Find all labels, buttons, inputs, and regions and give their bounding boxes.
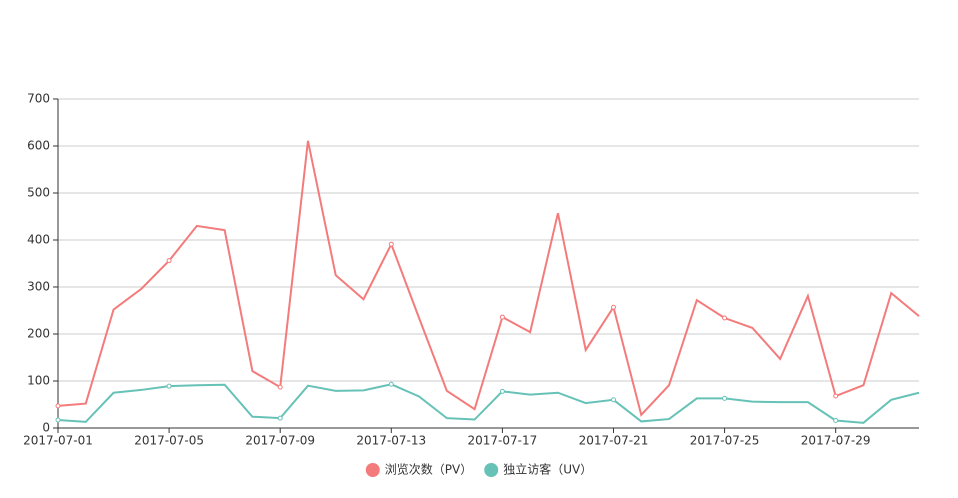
point (277, 415, 283, 421)
point (388, 381, 394, 387)
y-tick-label: 100 (27, 374, 50, 388)
legend-label: 浏览次数（PV） (385, 462, 472, 477)
y-tick-label: 500 (27, 186, 50, 200)
point (722, 315, 728, 321)
y-tick-label: 300 (27, 280, 50, 294)
x-tick-label: 2017-07-21 (579, 434, 649, 448)
y-tick-label: 600 (27, 139, 50, 153)
x-tick-label: 2017-07-09 (245, 434, 315, 448)
x-tick-label: 2017-07-25 (690, 434, 760, 448)
x-tick-label: 2017-07-13 (356, 434, 426, 448)
point (55, 417, 61, 423)
point (388, 241, 394, 247)
legend-marker (365, 463, 380, 477)
series-line (57, 383, 920, 424)
legend-item[interactable]: 浏览次数（PV） (365, 462, 472, 478)
series-line (57, 140, 920, 417)
legend-marker (484, 463, 499, 477)
point (55, 403, 61, 409)
y-tick-label: 400 (27, 233, 50, 247)
point (610, 397, 616, 403)
point (277, 384, 283, 390)
point (166, 383, 172, 389)
point (610, 304, 616, 310)
point (499, 388, 505, 394)
point (499, 314, 505, 320)
point (833, 417, 839, 423)
point (722, 395, 728, 401)
y-tick-label: 200 (27, 327, 50, 341)
x-tick-label: 2017-07-29 (801, 434, 871, 448)
point (166, 258, 172, 264)
y-tick-label: 700 (27, 92, 50, 106)
x-tick-label: 2017-07-05 (134, 434, 204, 448)
x-tick-label: 2017-07-01 (23, 434, 93, 448)
legend-item[interactable]: 独立访客（UV） (484, 462, 592, 478)
x-tick-label: 2017-07-17 (468, 434, 538, 448)
legend-label: 独立访客（UV） (503, 462, 592, 477)
y-tick-label: 0 (42, 421, 50, 435)
point (833, 393, 839, 399)
